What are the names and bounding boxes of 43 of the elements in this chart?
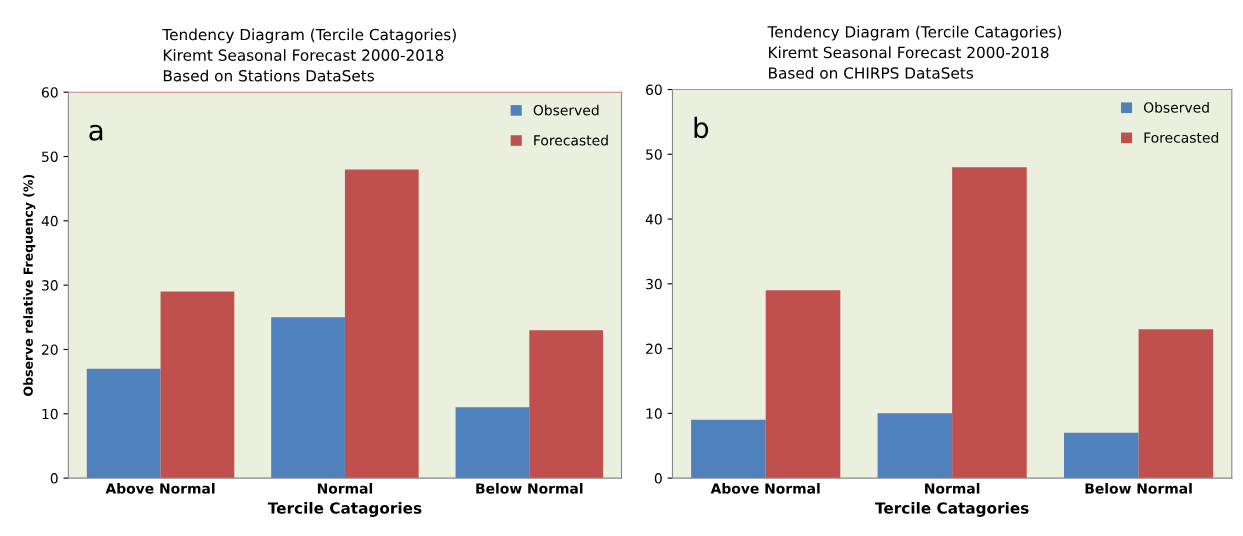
bar: [455, 407, 530, 479]
bar: [86, 368, 161, 479]
x-tick-label: Below Normal: [1085, 482, 1192, 494]
annotation: b: [694, 116, 709, 139]
y-tick-label: 0: [654, 473, 662, 484]
legend-label: Observed: [1143, 102, 1209, 113]
x-tick-label: Normal: [925, 482, 980, 494]
bar: [344, 169, 419, 479]
y-tick-label: 40: [41, 215, 58, 227]
bar: [160, 291, 235, 479]
y-tick-label: 60: [41, 87, 58, 98]
x-axis-title: Tercile Catagories: [267, 501, 422, 517]
y-tick-label: 20: [646, 343, 662, 355]
bar: [877, 413, 953, 479]
y-tick-label: 50: [646, 149, 662, 160]
bar: [529, 330, 604, 479]
y-tick-label: 30: [42, 280, 58, 291]
x-axis-title: Tercile Catagories: [875, 501, 1029, 517]
legend-label: Forecasted: [1144, 132, 1219, 143]
x-tick-label: Above Normal: [105, 482, 215, 494]
bar: [691, 419, 766, 479]
y-tick-label: 0: [50, 473, 58, 484]
y-tick-label: 30: [646, 278, 662, 290]
x-tick-label: Normal: [317, 482, 373, 494]
legend-label: Observed: [533, 104, 599, 116]
y-tick-label: 10: [42, 408, 58, 420]
y-tick-label: 20: [41, 344, 58, 355]
bar: [1138, 329, 1214, 479]
bar: [765, 290, 841, 479]
y-tick-label: 50: [42, 151, 58, 162]
chart-title: Tendency Diagram (Tercile Catagories) Kiremt Seasonal Forecast 2000-2018 Based on Stations DataSets: [162, 28, 456, 82]
legend-label: Forecasted: [534, 134, 608, 146]
y-axis-title: Observe relative Frequency (%): [23, 174, 36, 396]
bar: [271, 317, 345, 479]
x-tick-label: Above Normal: [710, 482, 820, 494]
bar: [952, 167, 1027, 479]
annotation: a: [89, 124, 103, 141]
x-tick-label: Below Normal: [476, 482, 583, 494]
bar: [1064, 432, 1139, 479]
chart-title: Tendency Diagram (Tercile Catagories) Kiremt Seasonal Forecast 2000-2018 Based on CHIRPS DataSets: [767, 25, 1062, 79]
y-tick-label: 60: [646, 84, 662, 95]
y-tick-label: 40: [645, 214, 662, 225]
y-tick-label: 10: [646, 408, 662, 419]
